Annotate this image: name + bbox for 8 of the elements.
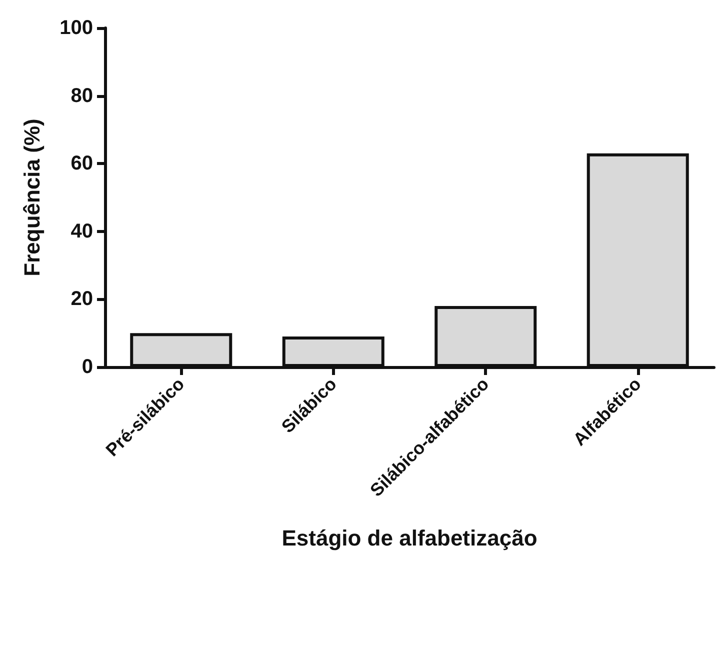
y-tick-label: 40 [70,220,93,242]
y-tick-label: 80 [70,84,93,107]
y-axis-title: Frequência (%) [20,118,44,276]
y-tick-label: 60 [70,152,93,175]
y-tick-label: 0 [82,356,93,378]
x-axis-title: Estágio de alfabetização [282,526,538,550]
y-tick-label: 100 [60,17,93,39]
y-tick-label: 20 [70,288,93,310]
